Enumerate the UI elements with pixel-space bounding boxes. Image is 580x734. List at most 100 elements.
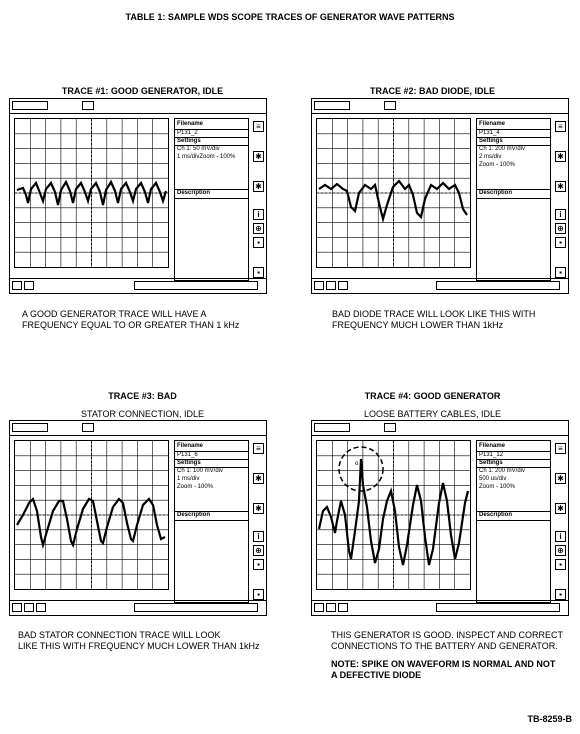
settings-icon[interactable]: ✱ [253,473,264,484]
zoom-icon[interactable]: ⊕ [555,545,566,556]
info-icon[interactable]: i [253,531,264,542]
scope-window-1: Filename P131_2 Settings Ch 1: 50 mV/div… [9,98,267,294]
settings-icon[interactable]: ✱ [253,151,264,162]
scope-tab-icon[interactable] [82,423,94,432]
settings-icon[interactable]: ✱ [555,473,566,484]
window-toolbar [10,99,266,114]
trace-3-caption-line-1: BAD STATOR CONNECTION TRACE WILL LOOK [18,630,221,640]
info-icon[interactable]: i [555,531,566,542]
record-icon[interactable] [326,603,336,612]
scope-mode-icon[interactable] [314,281,324,290]
settings-line-2: 1 ms/div [177,476,200,482]
scope-trace-4: o k [316,440,471,590]
trace-4-caption-line-1: THIS GENERATOR IS GOOD. INSPECT AND CORR… [331,630,564,640]
vehicle-icon[interactable] [314,101,350,110]
trigger-icon[interactable]: ✱ [253,181,264,192]
status-field [134,281,258,290]
settings-line-3: Zoom - 100% [479,162,516,168]
vehicle-icon[interactable] [12,101,48,110]
scope-grid-1 [15,119,168,267]
window-toolbar [312,421,568,436]
save-icon[interactable]: ▪ [555,267,566,278]
settings-line-1: Ch 1: 200 mV/div [479,146,526,152]
window-bottom-bar [10,278,266,293]
print-icon[interactable]: ▪ [555,237,566,248]
filename-label: Filename [177,121,204,127]
list-icon[interactable]: ≡ [555,443,566,454]
settings-label: Settings [177,460,201,466]
trigger-icon[interactable]: ✱ [555,181,566,192]
save-icon[interactable]: ▪ [253,267,264,278]
grid-icon[interactable] [338,603,348,612]
trace-2-caption-line-2: FREQUENCY MUCH LOWER THAN 1kHz [332,320,504,330]
print-icon[interactable]: ▪ [253,237,264,248]
waveform-trace-1 [16,179,168,206]
scope-grid-2 [317,119,470,267]
figure-id: TB-8259-B [527,714,572,724]
window-bottom-bar [312,278,568,293]
scope-trace-3 [14,440,169,590]
trace-3-title: TRACE #3: BAD [108,391,177,401]
trace-info-panel: Filename P131_4 Settings Ch 1: 200 mV/di… [476,118,551,281]
info-icon[interactable]: i [555,209,566,220]
spike-marker: o k [355,461,364,467]
filename-value: P131_2 [177,130,198,136]
info-icon[interactable]: i [253,209,264,220]
save-icon[interactable]: ▪ [555,589,566,600]
trace-2-title: TRACE #2: BAD DIODE, IDLE [369,86,495,96]
scope-trace-1 [14,118,169,268]
page-title: TABLE 1: SAMPLE WDS SCOPE TRACES OF GENE… [125,12,455,22]
scope-mode-icon[interactable] [314,603,324,612]
vehicle-icon[interactable] [12,423,48,432]
settings-icon[interactable]: ✱ [555,151,566,162]
scope-window-4: o k Filename P131_12 Settings Ch 1: 200 … [311,420,569,616]
trigger-icon[interactable]: ✱ [253,503,264,514]
filename-value: P131_4 [479,130,500,136]
scope-mode-icon[interactable] [12,281,22,290]
scope-grid-4: o k [317,441,470,589]
trigger-icon[interactable]: ✱ [555,503,566,514]
print-icon[interactable]: ▪ [555,559,566,570]
trace-1-caption-line-1: A GOOD GENERATOR TRACE WILL HAVE A [22,309,207,319]
waveform-trace-3 [16,496,166,550]
settings-label: Settings [479,460,503,466]
trace-info-panel: Filename P131_12 Settings Ch 1: 200 mV/d… [476,440,551,603]
list-icon[interactable]: ≡ [555,121,566,132]
settings-line-3: Zoom - 100% [479,484,516,490]
trace-1-caption-line-2: FREQUENCY EQUAL TO OR GREATER THAN 1 kHz [22,320,240,330]
trace-4-title: TRACE #4: GOOD GENERATOR [364,391,501,401]
save-icon[interactable]: ▪ [253,589,264,600]
filename-label: Filename [479,443,506,449]
settings-line-3: Zoom - 100% [177,484,214,490]
filename-value: P131_12 [479,452,504,458]
scope-mode-icon[interactable] [12,603,22,612]
trace-4-subtitle: LOOSE BATTERY CABLES, IDLE [363,409,502,419]
scope-tab-icon[interactable] [82,101,94,110]
record-icon[interactable] [326,281,336,290]
grid-icon[interactable] [36,603,46,612]
trace-4-note-line-1: NOTE: SPIKE ON WAVEFORM IS NORMAL AND NO… [331,659,556,669]
vehicle-icon[interactable] [314,423,350,432]
grid-icon[interactable] [338,281,348,290]
print-icon[interactable]: ▪ [253,559,264,570]
status-field [134,603,258,612]
scope-tab-icon[interactable] [384,101,396,110]
scope-tab-icon[interactable] [384,423,396,432]
list-icon[interactable]: ≡ [253,443,264,454]
record-icon[interactable] [24,281,34,290]
spike-highlight-circle [338,446,384,492]
status-field [436,281,560,290]
record-icon[interactable] [24,603,34,612]
trace-4-note-line-2: A DEFECTIVE DIODE [331,670,422,680]
window-bottom-bar [10,600,266,615]
settings-line-2: 500 us/div [479,476,507,482]
zoom-icon[interactable]: ⊕ [555,223,566,234]
waveform-trace-2 [318,179,468,224]
list-icon[interactable]: ≡ [253,121,264,132]
description-label: Description [177,512,211,518]
filename-value: P131_6 [177,452,198,458]
zoom-icon[interactable]: ⊕ [253,545,264,556]
waveform-trace-4 [317,458,470,566]
trace-3-caption-line-2: LIKE THIS WITH FREQUENCY MUCH LOWER THAN… [18,641,260,651]
zoom-icon[interactable]: ⊕ [253,223,264,234]
